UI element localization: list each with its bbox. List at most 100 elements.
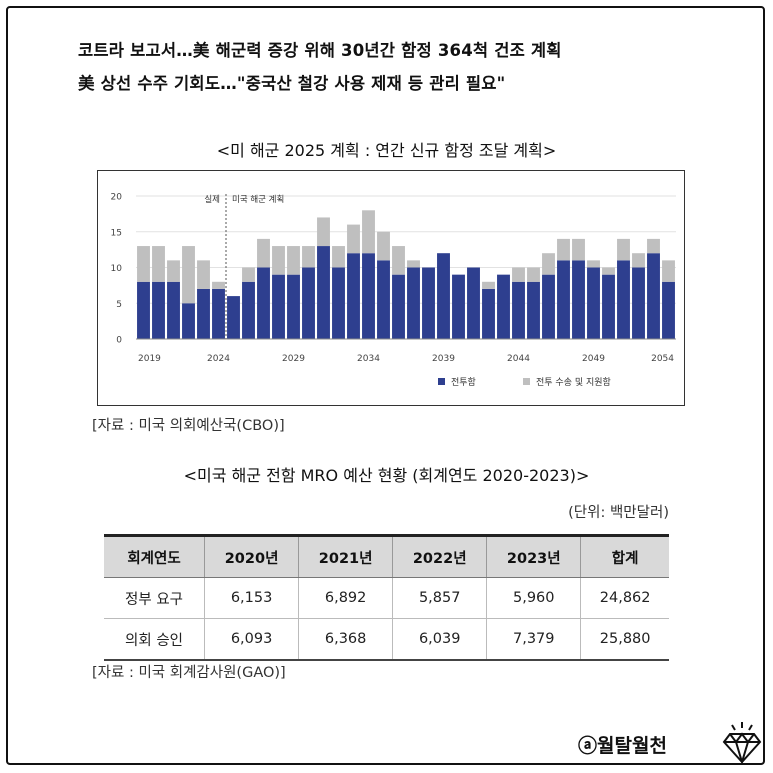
bar-combat [197, 288, 210, 339]
bar-support [512, 267, 525, 282]
bar-support [287, 246, 300, 275]
bar-combat [347, 253, 360, 339]
table-cell: 6,153 [204, 577, 299, 619]
y-tick-label: 20 [111, 193, 123, 203]
bar-support [617, 238, 630, 261]
bar-combat [227, 296, 240, 339]
y-tick-label: 10 [111, 264, 123, 274]
bar-combat [437, 253, 450, 339]
table-row: 정부 요구 6,153 6,892 5,857 5,960 24,862 [104, 577, 669, 619]
bar-combat [272, 274, 285, 339]
bar-support [572, 238, 585, 261]
brand-watermark: ⓐ월탈월천 [578, 735, 667, 757]
x-tick-label: 2049 [582, 354, 605, 364]
bar-combat [527, 281, 540, 339]
table-cell: 7,379 [486, 618, 581, 661]
table-row: 의회 승인 6,093 6,368 6,039 7,379 25,880 [104, 618, 669, 661]
table-cell: 5,857 [392, 577, 487, 619]
bar-combat [647, 253, 660, 339]
bar-support [182, 246, 195, 304]
x-tick-label: 2039 [432, 354, 455, 364]
bar-combat [617, 260, 630, 339]
bar-combat [587, 267, 600, 339]
bar-support [557, 238, 570, 261]
bars [137, 210, 675, 339]
annotation-actual: 실제 [204, 194, 220, 205]
y-tick-label: 15 [111, 228, 122, 238]
table-cell: 5,960 [486, 577, 581, 619]
bar-support [272, 246, 285, 275]
annotation-plan: 미국 해군 계획 [232, 194, 284, 205]
diamond-icon [722, 722, 762, 764]
x-tick-label: 2044 [507, 354, 530, 364]
bar-combat [557, 260, 570, 339]
bar-combat [497, 274, 510, 339]
bar-combat [152, 281, 165, 339]
bar-support [197, 260, 210, 289]
bar-support [332, 246, 345, 268]
x-tick-label: 2024 [207, 354, 230, 364]
bar-support [587, 260, 600, 268]
table-cell: 의회 승인 [104, 618, 205, 661]
header-cell: 2020년 [204, 535, 299, 578]
bar-combat [377, 260, 390, 339]
y-tick-label: 0 [116, 336, 122, 346]
legend-swatch-combat [438, 378, 445, 385]
bar-combat [137, 281, 150, 339]
mro-budget-table: 회계연도 2020년 2021년 2022년 2023년 합계 정부 요구 6,… [104, 534, 669, 661]
legend-label-combat: 전투함 [451, 377, 476, 388]
bar-support [482, 281, 495, 289]
bar-combat [512, 281, 525, 339]
bar-combat [242, 281, 255, 339]
headline-line-1: 코트라 보고서…美 해군력 증강 위해 30년간 함정 364척 건조 계획 [78, 41, 562, 60]
header-cell: 2021년 [298, 535, 393, 578]
bar-support [212, 281, 225, 289]
x-tick-label: 2034 [357, 354, 380, 364]
table-cell: 6,093 [204, 618, 299, 661]
bar-combat [317, 246, 330, 339]
table-source: [자료 : 미국 회계감사원(GAO)] [92, 665, 286, 681]
bar-support [527, 267, 540, 282]
bar-combat [407, 267, 420, 339]
bar-support [137, 246, 150, 282]
bar-combat [422, 267, 435, 339]
table-cell: 6,039 [392, 618, 487, 661]
bar-support [152, 246, 165, 282]
bar-support [317, 217, 330, 247]
chart-title: <미 해군 2025 계획 : 연간 신규 함정 조달 계획> [216, 141, 557, 160]
header-cell: 회계연도 [104, 535, 205, 578]
header-cell: 합계 [580, 535, 669, 578]
bar-combat [572, 260, 585, 339]
bar-combat [662, 281, 675, 339]
bar-combat [632, 267, 645, 339]
bar-support [542, 253, 555, 275]
bar-combat [542, 274, 555, 339]
table-title: <미국 해군 전함 MRO 예산 현황 (회계연도 2020-2023)> [183, 466, 590, 485]
bar-support [257, 238, 270, 268]
bar-combat [392, 274, 405, 339]
bar-combat [467, 267, 480, 339]
bar-combat [302, 267, 315, 339]
bar-support [647, 238, 660, 254]
x-tick-label: 2054 [651, 354, 674, 364]
legend-label-support: 전투 수송 및 지원함 [536, 376, 611, 388]
legend: 전투함 전투 수송 및 지원함 [438, 376, 611, 388]
axes: 0 5 10 15 20 2019 2024 2029 2034 2039 2044 2049 2054… [111, 193, 676, 364]
bar-combat [257, 267, 270, 339]
x-tick-label: 2019 [138, 354, 161, 364]
bar-combat [482, 288, 495, 339]
header-cell: 2022년 [392, 535, 487, 578]
table-cell: 24,862 [580, 577, 669, 619]
table-cell: 6,368 [298, 618, 393, 661]
table-cell: 정부 요구 [104, 577, 205, 619]
bar-support [377, 231, 390, 261]
bar-combat [452, 274, 465, 339]
bar-support [362, 210, 375, 254]
bar-support [167, 260, 180, 282]
bar-support [662, 260, 675, 282]
bar-combat [212, 288, 225, 339]
ship-procurement-chart: 0 5 10 15 20 2019 2024 2029 2034 2039 2044 2049 2054… [97, 170, 685, 406]
bar-combat [362, 253, 375, 339]
bar-combat [332, 267, 345, 339]
bar-support [632, 253, 645, 268]
